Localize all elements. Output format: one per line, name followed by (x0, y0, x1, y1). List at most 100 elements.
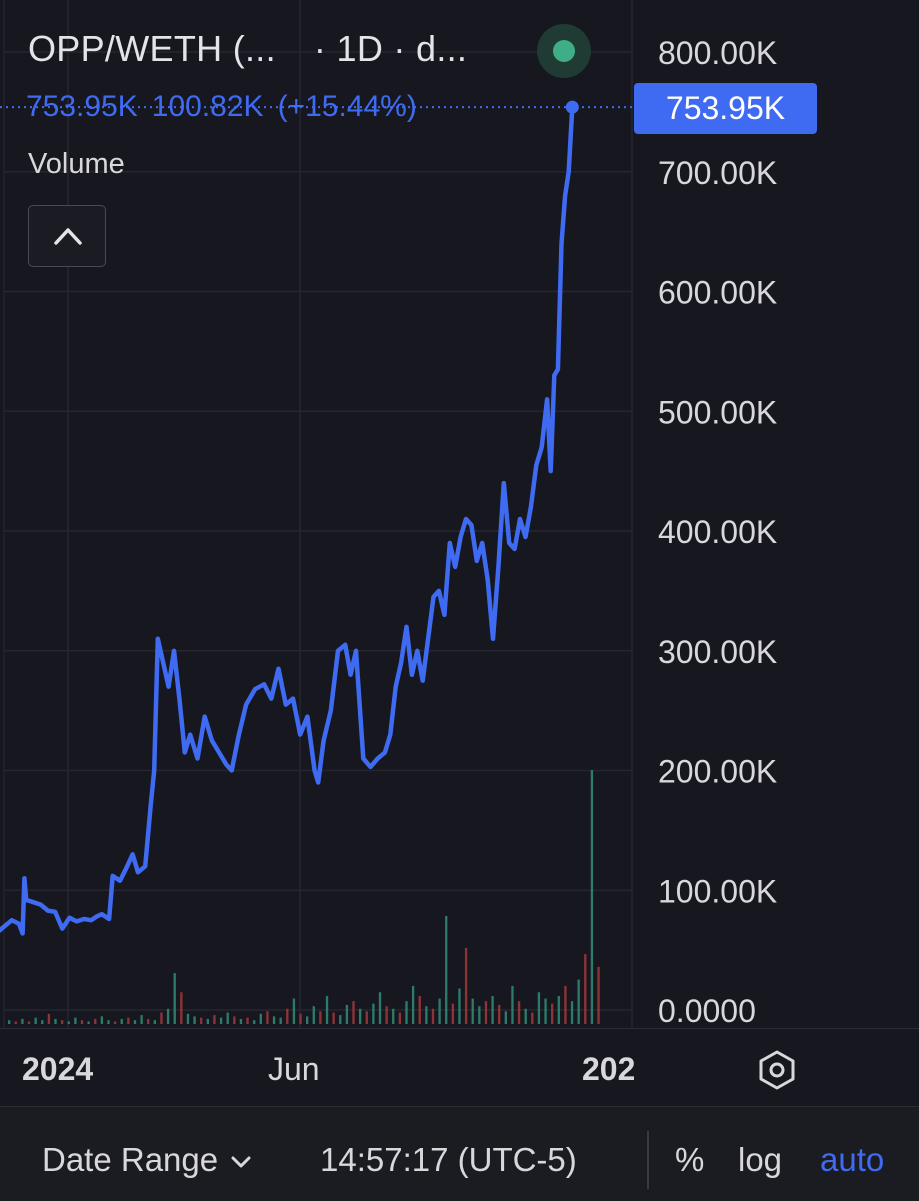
y-tick-label: 800.00K (658, 35, 777, 71)
volume-bar (200, 1017, 203, 1024)
volume-bar (498, 1004, 501, 1024)
volume-bar (590, 770, 594, 1024)
volume-bar (418, 996, 421, 1024)
volume-bar (491, 996, 494, 1024)
volume-bar (21, 1018, 24, 1024)
y-tick-label: 500.00K (658, 394, 777, 430)
volume-bar (471, 998, 474, 1024)
volume-bar (570, 1001, 574, 1024)
volume-bar (41, 1020, 44, 1024)
volume-bar (87, 1021, 90, 1024)
volume-collapse-button[interactable] (28, 205, 106, 267)
last-point-marker (565, 100, 579, 114)
volume-bar (365, 1011, 368, 1024)
volume-bar (160, 1012, 163, 1024)
market-status-indicator (537, 24, 591, 78)
volume-bar (319, 1011, 322, 1024)
volume-bar (564, 985, 567, 1024)
volume-bar (405, 1001, 408, 1024)
percent-scale-toggle[interactable]: % (675, 1141, 705, 1178)
chevron-up-icon (54, 228, 82, 245)
volume-bar (531, 1012, 534, 1024)
volume-bar (577, 979, 580, 1024)
series-legend: 753.95K 100.82K (+15.44%) (26, 90, 431, 124)
volume-bar (544, 998, 547, 1024)
volume-bar (233, 1016, 236, 1024)
volume-bar (127, 1017, 130, 1024)
volume-bar (345, 1004, 349, 1024)
volume-bar (186, 1013, 190, 1024)
volume-bar (484, 1001, 488, 1024)
volume-bar (193, 1016, 196, 1024)
volume-bar (113, 1021, 117, 1024)
volume-bar (478, 1006, 481, 1024)
volume-bar (458, 988, 461, 1024)
volume-bar (339, 1015, 342, 1024)
volume-bar (279, 1017, 282, 1024)
volume-bar (524, 1008, 527, 1024)
price-chart[interactable]: 800.00K 700.00K 600.00K 500.00K 400.00K 300.0… (0, 0, 919, 1028)
symbol-label[interactable]: OPP/WETH (... (28, 28, 276, 69)
volume-bar (411, 985, 415, 1024)
time-label-next-year: 202 (582, 1051, 634, 1087)
volume-bar (286, 1008, 289, 1024)
volume-bar (445, 916, 448, 1024)
hexagon-settings-icon[interactable] (756, 1049, 798, 1091)
volume-bar (385, 1006, 388, 1024)
volume-bar (425, 1006, 428, 1024)
volume-bar (239, 1018, 243, 1024)
volume-bar (74, 1017, 77, 1024)
volume-bar (292, 998, 296, 1024)
volume-bar (358, 1008, 362, 1024)
y-tick-label: 700.00K (658, 155, 777, 191)
chart-area[interactable]: 800.00K 700.00K 600.00K 500.00K 400.00K 300.0… (0, 0, 919, 1028)
volume-bar (597, 966, 600, 1024)
volume-bar (551, 1003, 554, 1024)
time-axis[interactable]: 2024 Jun 202 (0, 1028, 919, 1107)
volume-bar (511, 985, 514, 1024)
legend-change: 100.82K (151, 90, 264, 123)
volume-bar (253, 1020, 256, 1024)
auto-scale-toggle[interactable]: auto (820, 1141, 885, 1178)
clock-timezone[interactable]: 14:57:17 (UTC-5) (320, 1141, 577, 1178)
volume-bar (213, 1015, 216, 1024)
last-price-tag: 753.95K (634, 83, 817, 134)
volume-bar (166, 1008, 170, 1024)
volume-bar (438, 998, 441, 1024)
y-tick-label: 0.0000 (658, 993, 756, 1028)
volume-bar (60, 1020, 64, 1024)
volume-bar (306, 1016, 309, 1024)
volume-bar (557, 996, 560, 1024)
volume-bar (173, 973, 176, 1024)
volume-bar (246, 1017, 249, 1024)
log-scale-toggle[interactable]: log (738, 1141, 783, 1178)
volume-bar (372, 1003, 375, 1024)
volume-bar (272, 1016, 276, 1024)
volume-bar (67, 1021, 70, 1024)
volume-bar (451, 1003, 455, 1024)
volume-bar (325, 996, 329, 1024)
date-range-button[interactable]: Date Range (42, 1141, 252, 1179)
legend-change-percent: (+15.44%) (277, 90, 417, 123)
chevron-down-icon (231, 1156, 251, 1168)
time-label-2024: 2024 (22, 1051, 94, 1087)
volume-bar (140, 1015, 143, 1024)
legend-last-value: 753.95K (26, 90, 138, 123)
volume-bar (398, 1012, 402, 1024)
volume-bar (332, 1012, 335, 1024)
volume-bar (94, 1018, 97, 1024)
volume-bar (27, 1021, 31, 1024)
volume-bar (299, 1013, 302, 1024)
volume-bar (378, 992, 382, 1024)
time-label-jun: Jun (268, 1051, 320, 1087)
volume-bar (392, 1008, 395, 1024)
volume-bar (266, 1011, 269, 1024)
bottom-toolbar: Date Range 14:57:17 (UTC-5) % log auto (0, 1106, 919, 1201)
volume-bar (206, 1018, 209, 1024)
symbol-title[interactable]: OPP/WETH (... · 1D · d... (28, 28, 467, 70)
y-tick-label: 300.00K (658, 634, 777, 670)
price-series-line (0, 104, 575, 936)
volume-bar (352, 1001, 355, 1024)
y-tick-label: 400.00K (658, 514, 777, 550)
interval-label[interactable]: · 1D · d... (313, 28, 468, 69)
